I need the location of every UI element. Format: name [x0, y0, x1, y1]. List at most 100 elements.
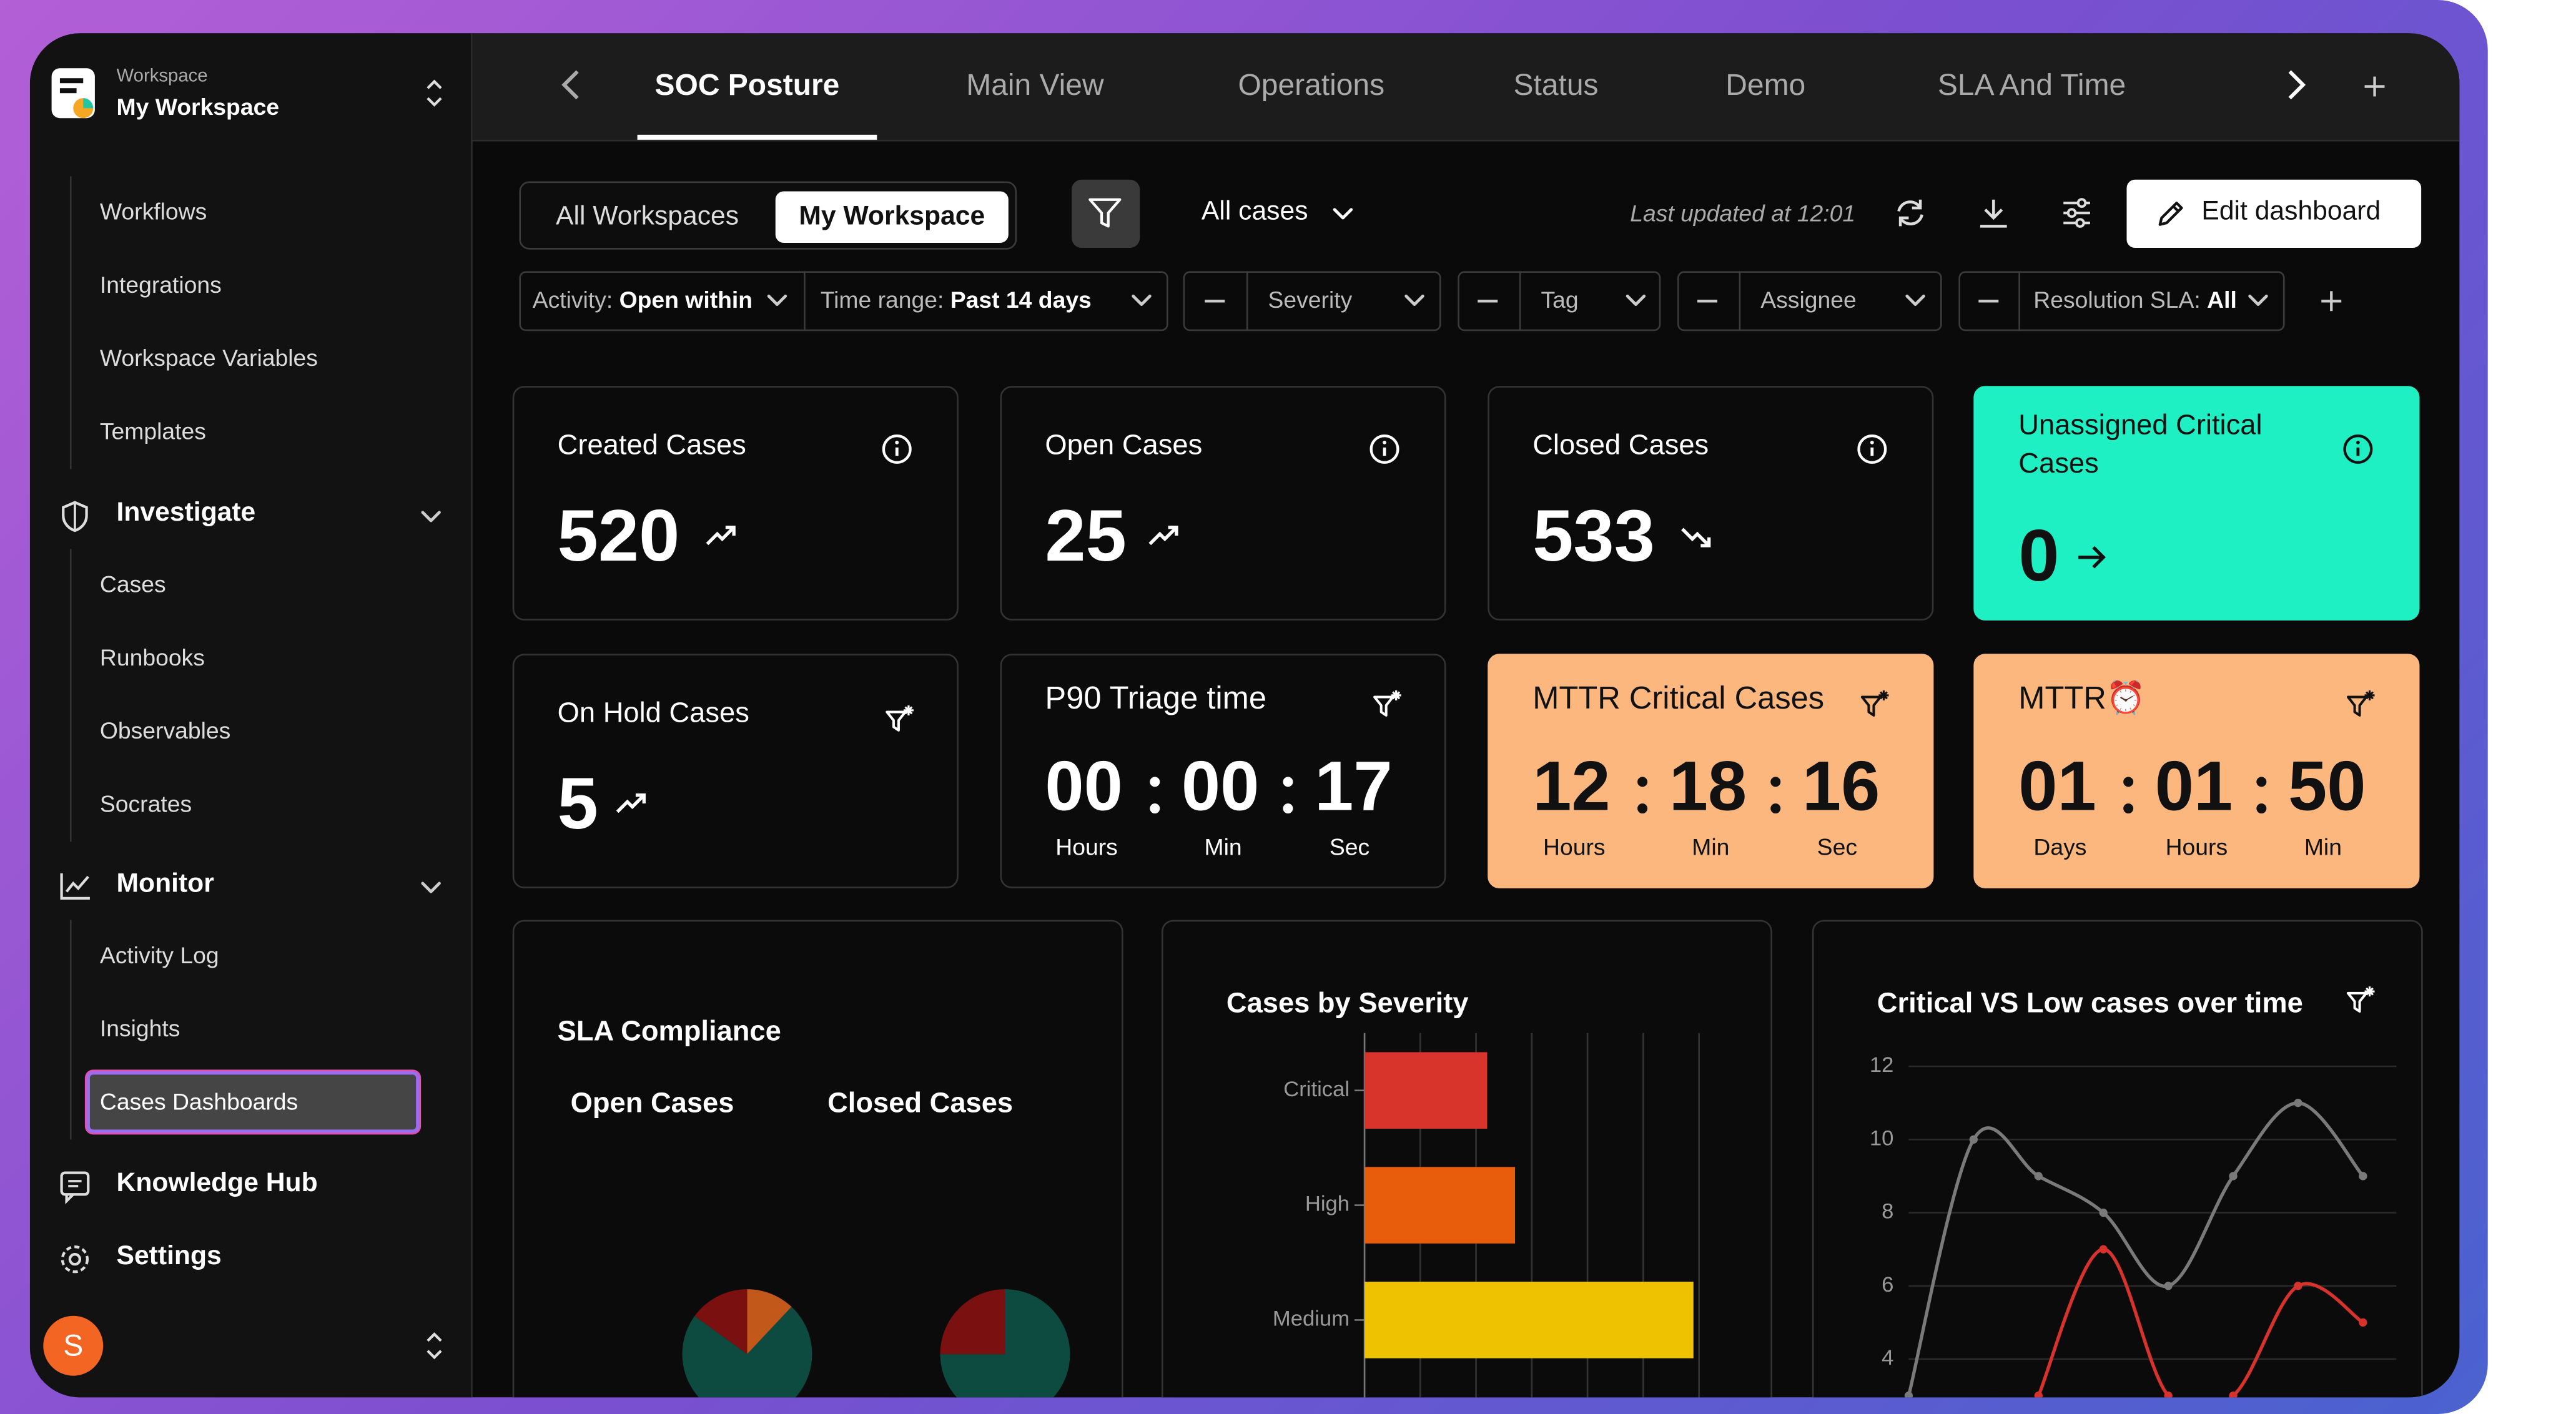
pie-slice [940, 1289, 1070, 1398]
icon-part [1912, 199, 1922, 210]
card-value: 0 [2018, 516, 2060, 597]
group-icon [60, 873, 90, 900]
remove-filter[interactable] [1978, 300, 1999, 303]
workspace-switch[interactable] [426, 79, 443, 107]
nav-item[interactable]: Cases [99, 570, 166, 597]
filter-chevron [767, 294, 787, 307]
refresh-button[interactable] [1895, 198, 1925, 228]
icon-part [1369, 435, 1399, 464]
info-icon[interactable] [1369, 434, 1399, 464]
timer-colon [2123, 777, 2134, 814]
nav-item[interactable]: Socrates [99, 790, 192, 817]
nav-item[interactable]: Cases Dashboards [99, 1088, 299, 1115]
y-tick-label: 4 [1882, 1346, 1893, 1370]
filter[interactable]: Tag [1541, 286, 1579, 313]
tab-add[interactable] [2364, 76, 2385, 97]
user-avatar[interactable]: S [43, 1315, 104, 1376]
timer-unit: Min [1692, 833, 1730, 860]
icon-part [1905, 294, 1925, 307]
icon-part [1150, 777, 1160, 787]
icon-part [65, 1193, 74, 1205]
filter-info-icon[interactable] [1860, 690, 1890, 720]
icon-part [1383, 440, 1386, 444]
filter-info-icon[interactable] [1373, 690, 1403, 720]
icon-part [2123, 777, 2134, 787]
edit-dashboard-label: Edit dashboard [2201, 198, 2381, 227]
filter-info-icon[interactable] [2346, 690, 2376, 720]
nav-item[interactable]: Integrations [99, 271, 222, 298]
card-title: Closed Cases [1532, 429, 1709, 461]
timer-value: 17 [1315, 747, 1393, 825]
info-icon[interactable] [2343, 434, 2373, 464]
tab[interactable]: Main View [966, 68, 1104, 102]
icon-part [2346, 991, 2368, 1013]
info-icon[interactable] [882, 434, 912, 464]
filter[interactable]: Time range: Past 14 days [821, 286, 1092, 313]
nav-item[interactable]: Observables [99, 717, 231, 744]
filter-info-icon[interactable] [886, 705, 915, 735]
y-tick-label: 12 [1870, 1053, 1894, 1077]
tab-prev[interactable] [561, 70, 580, 100]
filter-chevron [1132, 294, 1152, 307]
link-icon [61, 1245, 89, 1274]
timer-unit: Hours [1055, 833, 1118, 860]
filter-button[interactable] [1072, 179, 1140, 248]
icon-part [2076, 198, 2087, 208]
nav-item[interactable]: Templates [99, 417, 206, 444]
tab[interactable]: Operations [1238, 68, 1385, 102]
card-title: MTTR Critical Cases [1532, 682, 1825, 717]
add-filter[interactable] [2321, 291, 2342, 312]
filter[interactable]: Severity [1268, 286, 1353, 313]
nav-group[interactable]: Monitor [116, 870, 214, 898]
nav-item[interactable]: Runbooks [99, 644, 205, 670]
nav-group[interactable]: Investigate [116, 499, 256, 528]
filter[interactable]: Resolution SLA: All [2033, 286, 2237, 313]
settings-button[interactable] [2062, 198, 2092, 228]
filter[interactable]: Activity: Open within [533, 286, 753, 313]
group-chevron[interactable] [421, 511, 441, 524]
info-icon[interactable] [1857, 434, 1887, 464]
tab-underline [637, 134, 877, 140]
nav-link[interactable]: Settings [116, 1242, 222, 1271]
trend-icon [1681, 528, 1711, 547]
remove-filter[interactable] [1697, 300, 1717, 303]
user-menu[interactable] [426, 1332, 443, 1360]
nav-item[interactable]: Workspace Variables [99, 344, 318, 371]
group-chevron[interactable] [421, 881, 441, 895]
tab-next[interactable] [2288, 70, 2306, 100]
icon-part [1681, 528, 1710, 547]
filter-chevron [1626, 294, 1646, 307]
metric-card [512, 386, 959, 621]
scope-button[interactable]: All Workspaces [556, 203, 739, 232]
tab[interactable]: Status [1513, 68, 1599, 102]
nav-link[interactable]: Knowledge Hub [116, 1169, 318, 1198]
filter-info-icon[interactable] [2346, 986, 2376, 1016]
metric-card [1000, 654, 1446, 888]
nav-item[interactable]: Workflows [99, 198, 207, 225]
icon-part [61, 1245, 89, 1274]
icon-part [2123, 803, 2134, 814]
card-title: Open Cases [1045, 429, 1203, 461]
icon-part [83, 98, 94, 109]
icon-part [1148, 526, 1178, 546]
icon-part [1770, 803, 1781, 814]
y-tick-label: High [1305, 1192, 1350, 1216]
timer-unit: Hours [1543, 833, 1606, 860]
icon-part [2158, 201, 2183, 226]
nav-item[interactable]: Insights [99, 1014, 180, 1042]
icon-part [1878, 690, 1889, 700]
remove-filter[interactable] [1478, 300, 1498, 303]
remove-filter[interactable] [1205, 300, 1225, 303]
tab[interactable]: SOC Posture [654, 68, 840, 102]
nav-rail [69, 920, 72, 1140]
nav-item[interactable]: Activity Log [99, 941, 219, 968]
download-button[interactable] [1978, 198, 2008, 228]
scope-button[interactable]: My Workspace [775, 191, 1009, 243]
icon-part [616, 793, 646, 813]
tab[interactable]: Demo [1725, 68, 1806, 102]
tab[interactable]: SLA And Time [1937, 68, 2126, 102]
filter[interactable]: Assignee [1760, 286, 1856, 313]
case-filter[interactable]: All cases [1201, 198, 1308, 227]
timer-unit: Hours [2165, 833, 2228, 860]
